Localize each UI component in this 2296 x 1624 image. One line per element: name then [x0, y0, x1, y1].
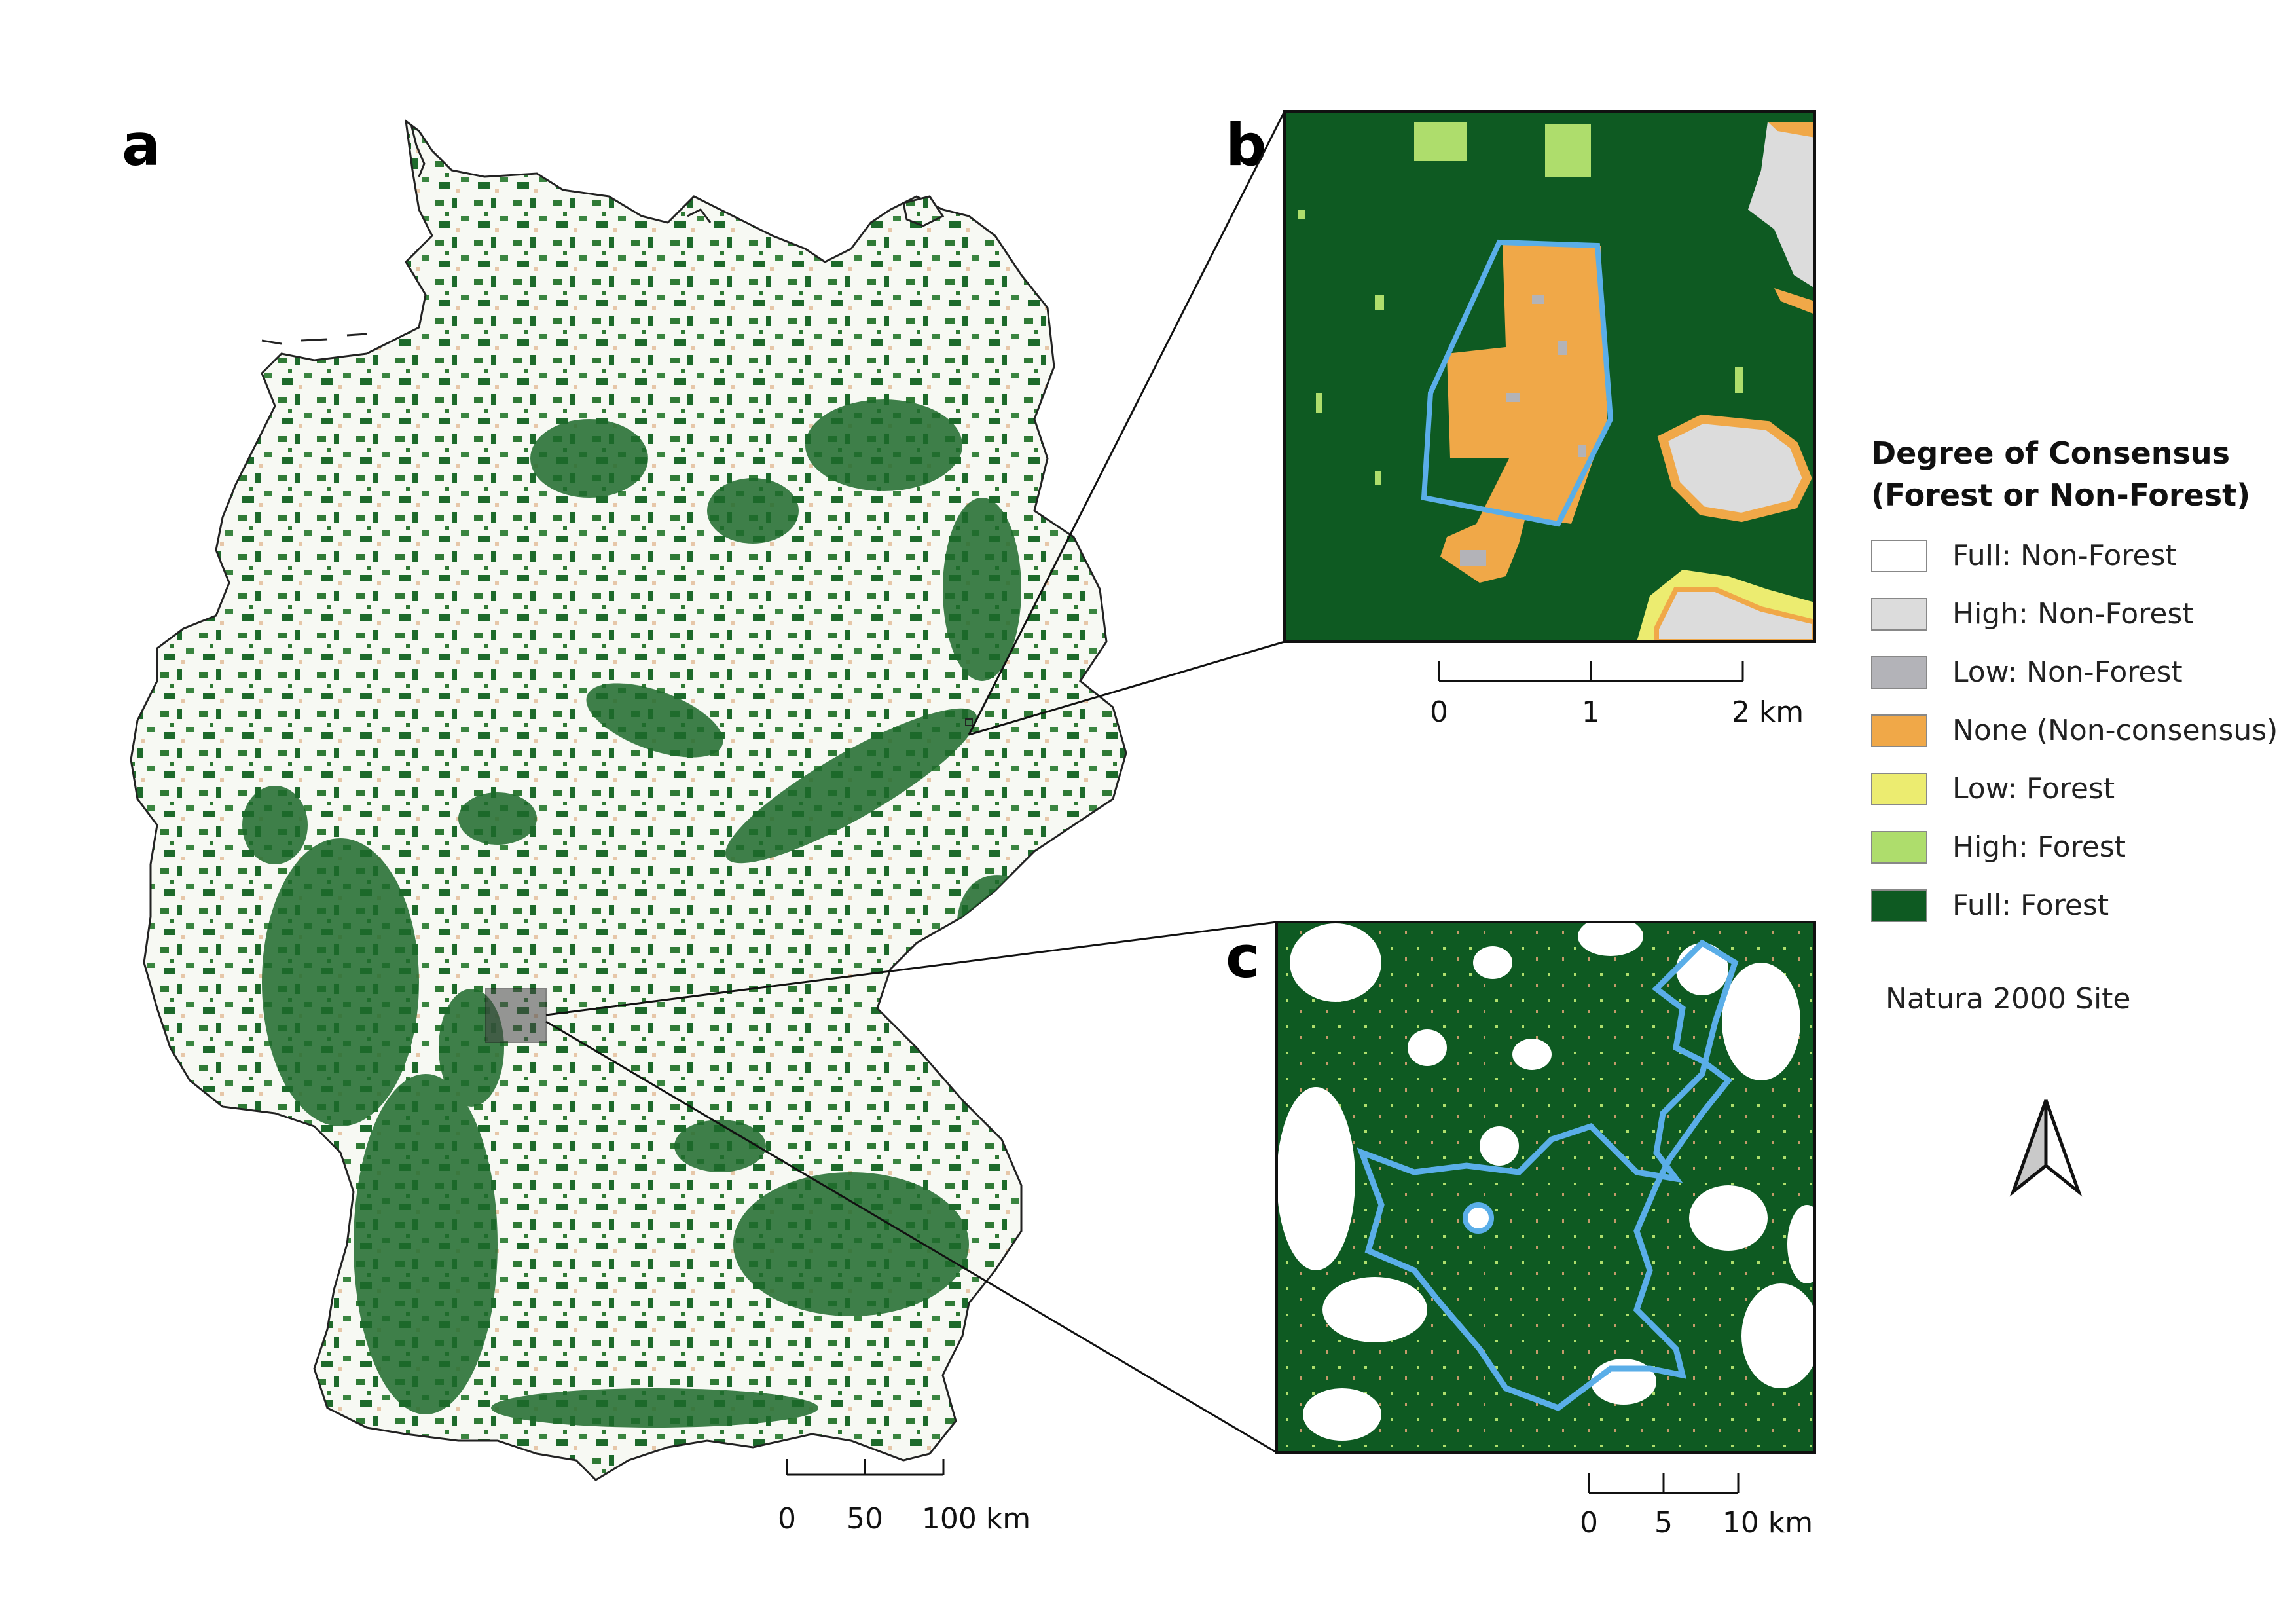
legend-swatch: [1871, 772, 1927, 805]
scalebar-a-tick-0: 0: [778, 1502, 796, 1536]
legend-title-line1: Degree of Consensus: [1871, 435, 2230, 471]
inset-c-extent: [485, 988, 547, 1043]
legend-item-label: Full: Non-Forest: [1952, 539, 2177, 572]
leader-lines: [545, 111, 1286, 1454]
legend-swatch: [1871, 889, 1927, 922]
legend-item-label: Full: Forest: [1952, 889, 2109, 922]
legend: Degree of Consensus (Forest or Non-Fores…: [1871, 432, 2290, 934]
germany-map: [130, 119, 1127, 1481]
legend-item: Low: Forest: [1871, 760, 2290, 818]
legend-swatch: [1871, 714, 1927, 747]
natura-site-boundary-b: [1421, 239, 1614, 527]
legend-item: Full: Non-Forest: [1871, 526, 2290, 585]
legend-item: Low: Non-Forest: [1871, 643, 2290, 701]
scalebar-a: 0 50 100 km: [0, 1502, 2296, 1541]
legend-item: None (Non-consensus): [1871, 701, 2290, 760]
scalebar-a-graphic: [786, 1459, 945, 1476]
scalebar-c-tick-2: 10 km: [1722, 1506, 1813, 1540]
panel-label-b: b: [1226, 111, 1267, 179]
scalebar-c: 0 5 10 km: [0, 1506, 2296, 1545]
scalebar-b: 0 1 2 km: [0, 695, 2296, 735]
scalebar-b-tick-1: 1: [1582, 695, 1600, 729]
panel-label-a: a: [122, 111, 161, 179]
legend-item-label: High: Forest: [1952, 830, 2126, 864]
legend-swatch: [1871, 539, 1927, 572]
scalebar-b-tick-0: 0: [1430, 695, 1448, 729]
natura-site-boundary-c: [1357, 939, 1739, 1412]
scalebar-c-tick-0: 0: [1580, 1506, 1598, 1540]
scalebar-b-graphic: [1438, 661, 1744, 682]
inset-c-map: [1275, 921, 1816, 1454]
legend-swatch: [1871, 830, 1927, 864]
legend-swatch: [1871, 597, 1927, 631]
inset-b-extent: [965, 718, 973, 726]
legend-item-label: High: Non-Forest: [1952, 597, 2194, 631]
legend-title-line2: (Forest or Non-Forest): [1871, 477, 2251, 513]
scalebar-a-tick-2: 100 km: [921, 1502, 1031, 1536]
legend-item: High: Non-Forest: [1871, 585, 2290, 643]
legend-item-label: Low: Non-Forest: [1952, 655, 2183, 689]
panel-label-c: c: [1226, 923, 1260, 991]
legend-items: Full: Non-Forest High: Non-Forest Low: Non…: [1871, 526, 2290, 934]
legend-item: Full: Forest: [1871, 876, 2290, 934]
scalebar-c-graphic: [1588, 1473, 1740, 1494]
scalebar-a-tick-1: 50: [847, 1502, 883, 1536]
scalebar-b-tick-2: 2 km: [1731, 695, 1804, 729]
inset-b-map: [1283, 110, 1816, 643]
legend-item: High: Forest: [1871, 818, 2290, 876]
legend-item-label: None (Non-consensus): [1952, 714, 2278, 747]
legend-item-label: Low: Forest: [1952, 772, 2115, 805]
scalebar-c-tick-1: 5: [1654, 1506, 1673, 1540]
natura-legend-label: Natura 2000 Site: [1886, 982, 2131, 1016]
north-arrow-icon: [2009, 1099, 2083, 1197]
legend-swatch: [1871, 655, 1927, 689]
